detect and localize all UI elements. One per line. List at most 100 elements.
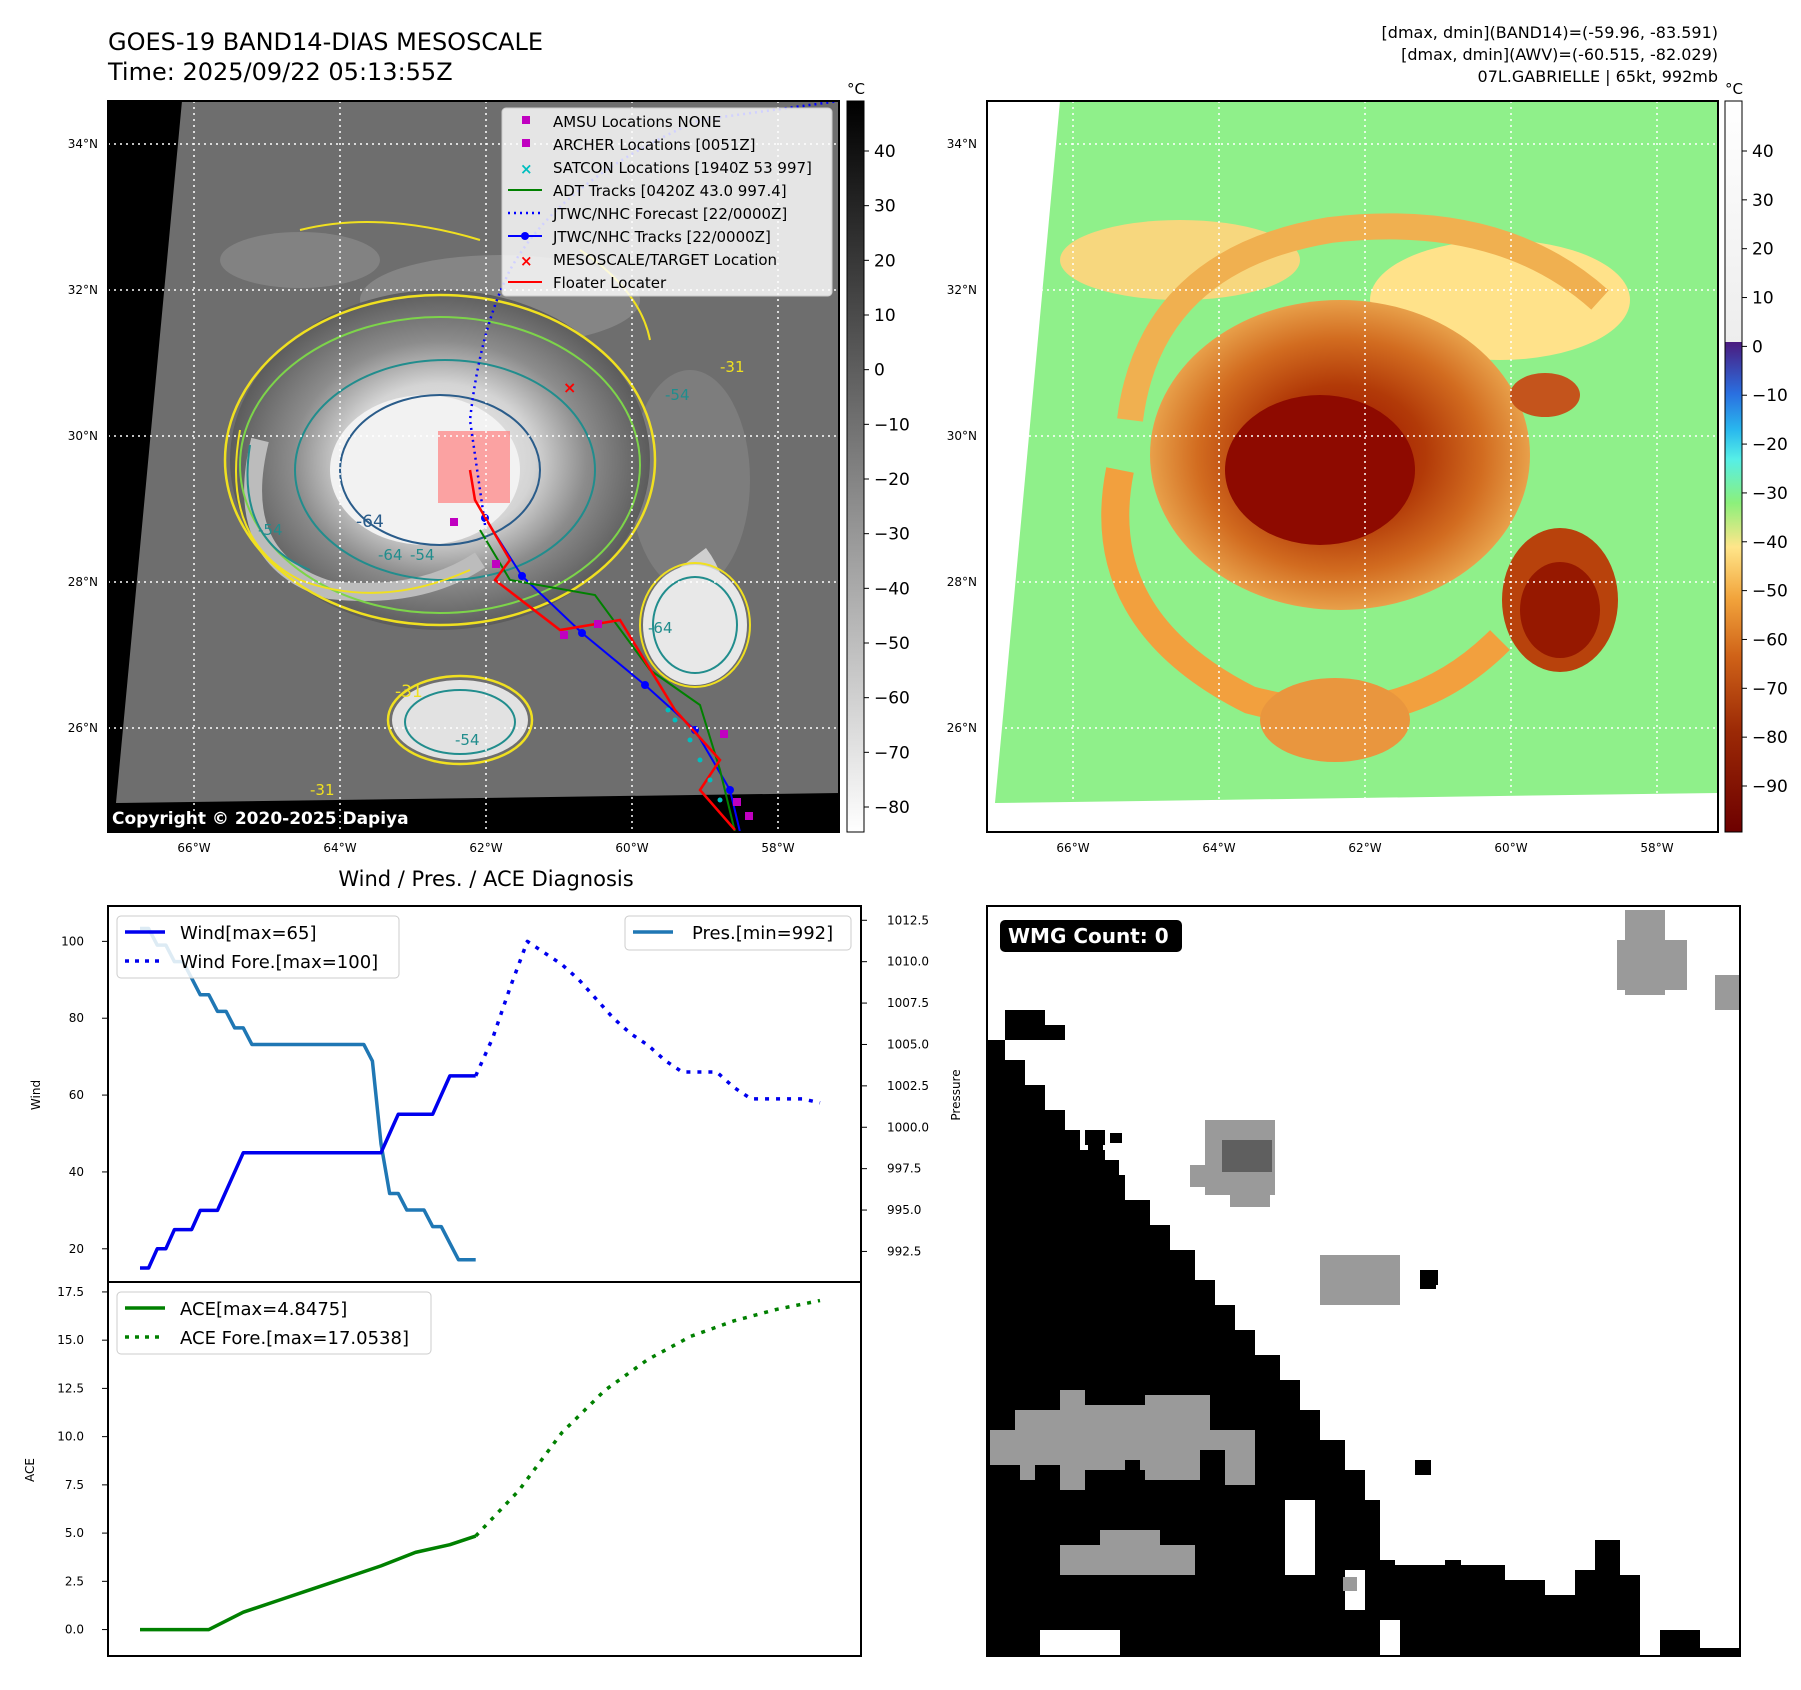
left-map-panel: -31 -54 -64 -64 -54 -31 -64 -54 -31 -54 [68,100,840,855]
colorbar-tick: −70 [874,743,910,763]
lon-label: 64°W [323,841,356,855]
lon-label: 66°W [1056,841,1089,855]
mesoscale-target-marker: × [563,378,576,397]
colorbar-tick: 40 [1752,142,1774,162]
contour-label: -54 [665,386,690,404]
legend-jtwc-forecast: JTWC/NHC Forecast [22/0000Z] [552,205,787,223]
ace-tick: 12.5 [57,1381,84,1395]
colorbar-tick: −10 [874,415,910,435]
pressure-tick: 1007.5 [887,996,929,1010]
right-colorbar: °C 40 30 20 10 0 −10 −20 −30 −40 −50 −60 −70 −80 −90 [1724,80,1788,833]
svg-text:×: × [520,160,533,178]
contour-label: -54 [258,521,283,539]
wmg-count: WMG Count: 0 [1008,924,1169,948]
legend-pressure: Pres.[min=992] [692,923,833,944]
lat-label: 32°N [68,283,98,297]
ace-tick: 10.0 [57,1430,84,1444]
contour-label: -54 [455,731,480,749]
contour-label: -31 [310,781,335,799]
satcon-markers [665,707,723,803]
lat-label: 28°N [68,575,98,589]
pressure-legend: Pres.[min=992] [624,915,852,951]
wind-tick: 100 [61,934,84,948]
wind-tick: 60 [69,1088,84,1102]
ace-legend: ACE[max=4.8475] ACE Fore.[max=17.0538] [116,1291,432,1355]
wind-ylabel: Wind [29,1080,43,1110]
wind-tick: 40 [69,1165,84,1179]
colorbar-tick: −70 [1752,679,1788,699]
lon-label: 66°W [177,841,210,855]
floater-track [468,469,736,831]
colorbar-tick: −30 [874,525,910,545]
legend-mesoscale: MESOSCALE/TARGET Location [553,251,777,269]
ace-ylabel: ACE [23,1458,37,1482]
wmg-gray-patch [990,1390,1255,1490]
wind-tick: 20 [69,1242,84,1256]
lat-label: 34°N [68,137,98,151]
pressure-ylabel: Pressure [949,1069,963,1120]
ace-tick: 7.5 [65,1478,84,1492]
svg-text:×: × [520,252,533,270]
ace-tick: 2.5 [65,1574,84,1588]
legend-wind: Wind[max=65] [180,923,317,944]
ace-panel: 17.5 15.0 12.5 10.0 7.5 5.0 2.5 0.0 ACE ACE[max… [23,1281,862,1657]
colorbar-tick: −50 [874,634,910,654]
colorbar-tick: −90 [1752,777,1788,797]
legend-amsu: AMSU Locations NONE [553,113,721,131]
colorbar-unit: °C [847,80,865,98]
legend-archer: ARCHER Locations [0051Z] [553,136,756,154]
pressure-line [140,926,476,1262]
legend-jtwc-tracks: JTWC/NHC Tracks [22/0000Z] [552,228,771,246]
colorbar-tick: 0 [1752,337,1763,357]
lon-label: 62°W [469,841,502,855]
pressure-tick: 1010.0 [887,955,929,969]
map-gridlines-right [987,101,1718,832]
archer-markers [450,518,753,820]
pressure-tick: 1012.5 [887,913,929,927]
lat-label: 34°N [947,137,977,151]
ace-tick: 5.0 [65,1526,84,1540]
ace-tick: 0.0 [65,1623,84,1637]
contour-minus64 [339,394,541,546]
colorbar-tick: −20 [1752,435,1788,455]
lat-label: 32°N [947,283,977,297]
wind-legend: Wind[max=65] Wind Fore.[max=100] [116,915,400,979]
colorbar-tick: −30 [1752,484,1788,504]
right-map-panel: 34°N 32°N 30°N 28°N 26°N 66°W 64°W 62°W … [947,100,1719,855]
storm-info: 07L.GABRIELLE | 65kt, 992mb [1478,67,1718,86]
contour-label: -54 [410,546,435,564]
legend-ace: ACE[max=4.8475] [180,1299,347,1320]
colorbar-unit: °C [1725,80,1743,98]
lon-label: 58°W [761,841,794,855]
wind-line [140,1074,476,1270]
pressure-tick: 992.5 [887,1244,921,1258]
colorbar-tick: 30 [874,197,896,217]
colorbar-tick: −40 [1752,533,1788,553]
colorbar-tick: 0 [874,361,885,381]
lon-label: 60°W [1494,841,1527,855]
colorbar-tick: −60 [874,689,910,709]
colorbar-tick: 20 [874,251,896,271]
pressure-tick: 995.0 [887,1203,921,1217]
wmg-panel: WMG Count: 0 [986,905,1741,1657]
lon-label: 60°W [615,841,648,855]
colorbar-tick: 40 [874,142,896,162]
contour-label: -64 [648,619,673,637]
legend-adt: ADT Tracks [0420Z 43.0 997.4] [553,182,787,200]
lat-label: 28°N [947,575,977,589]
colorbar-tick: −60 [1752,630,1788,650]
colorbar-tick: 30 [1752,191,1774,211]
pressure-tick: 1005.0 [887,1037,929,1051]
colorbar-tick: −20 [874,470,910,490]
legend-floater: Floater Locater [553,274,667,292]
figure-time: Time: 2025/09/22 05:13:55Z [107,58,453,86]
pressure-tick: 1002.5 [887,1079,929,1093]
map-legend: AMSU Locations NONE ARCHER Locations [00… [501,107,833,297]
lat-label: 30°N [68,429,98,443]
colorbar-tick: 20 [1752,240,1774,260]
contour-label: -64 [378,546,403,564]
figure-title: GOES-19 BAND14-DIAS MESOSCALE [108,28,543,56]
left-colorbar: °C 40 30 20 10 0 −10 −20 −30 −40 −50 −60 −70 −80 [846,80,910,833]
legend-ace-fore: ACE Fore.[max=17.0538] [180,1328,409,1349]
